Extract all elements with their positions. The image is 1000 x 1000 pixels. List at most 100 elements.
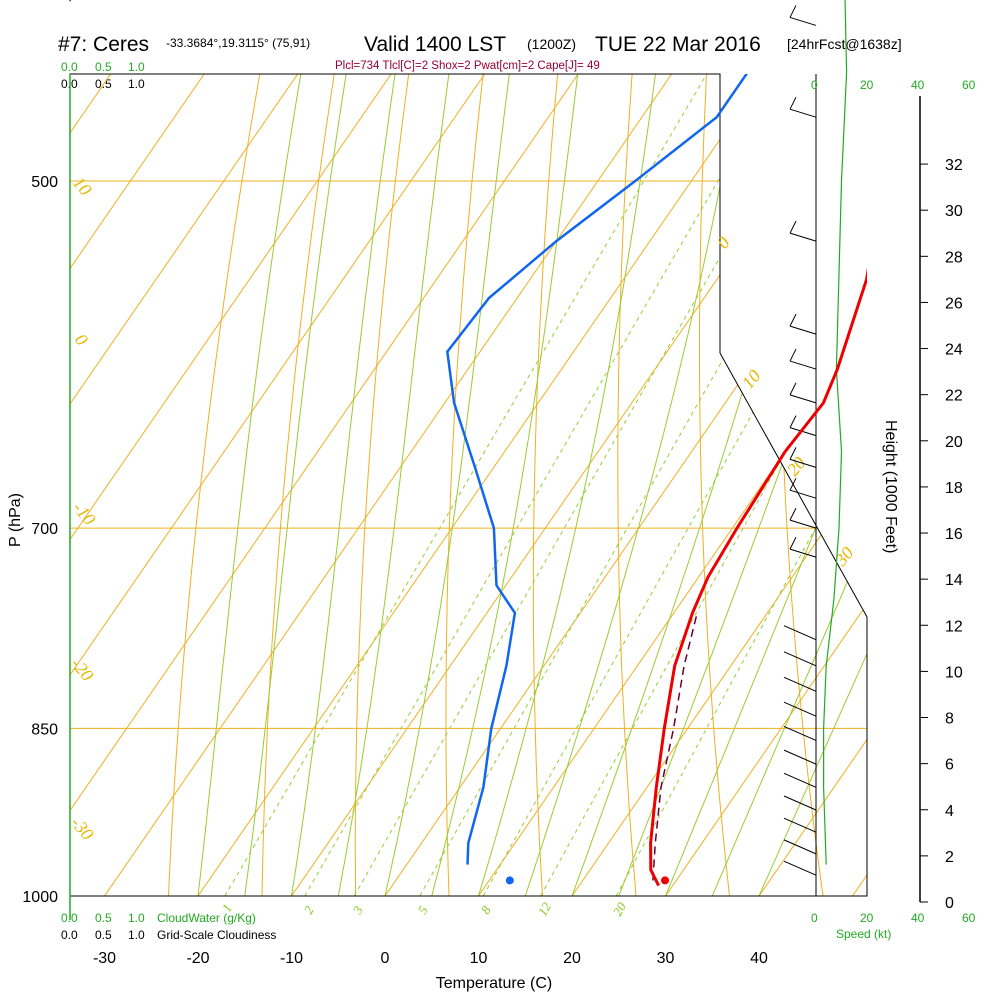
temperature-line — [649, 267, 867, 887]
station-location: -33.3684°,19.3115° (75,91) — [166, 36, 310, 50]
surface-temperature-dot — [661, 876, 670, 885]
isotherm-line — [70, 74, 867, 896]
wind-barb-staff — [789, 325, 817, 335]
wind-barb-feather — [789, 220, 797, 234]
mixing-ratio-line — [419, 74, 867, 896]
cloudwater-scale-bottom: 0.0 0.5 1.0 CloudWater (g/Kg) 0.0 0.5 1.… — [61, 911, 276, 942]
isotherm-line — [384, 74, 867, 896]
temperature-tick-label: -10 — [280, 950, 303, 967]
height-tick-label: 24 — [945, 342, 963, 359]
moist-adiabat-line — [571, 74, 867, 896]
height-tick-label: 8 — [945, 711, 954, 728]
isotherm-label: 10 — [69, 173, 96, 200]
wind-barb — [789, 5, 817, 26]
valid-date: TUE 22 Mar 2016 — [595, 33, 761, 56]
isotherm-label: 30 — [830, 543, 858, 570]
isotherm-line — [478, 74, 867, 896]
isotherm-label: 10 — [738, 366, 765, 393]
wind-barb-feather — [789, 96, 797, 110]
wind-barb-feather — [789, 507, 797, 521]
wind-barb-staff — [789, 360, 817, 370]
wind-speed-line — [823, 0, 848, 865]
dewpoint-line — [445, 74, 749, 865]
height-tick-label: 4 — [945, 803, 954, 820]
temperature-tick-label: 20 — [563, 950, 581, 967]
dry-adiabat-line — [166, 74, 453, 896]
wind-barb-staff — [789, 394, 817, 404]
temperature-tick-label: -20 — [186, 950, 209, 967]
speed-scale-top: 0 20 40 60 — [811, 78, 976, 92]
height-tick-label: 32 — [945, 157, 963, 174]
wind-barb — [783, 860, 817, 876]
wind-barb — [783, 749, 817, 765]
speed-axis-label: Speed (kt) — [836, 927, 891, 941]
wind-barb-staff — [789, 427, 817, 437]
wind-barb-staff — [789, 16, 817, 26]
cloudiness-line — [69, 0, 71, 2]
temperature-tick-label: 30 — [657, 950, 675, 967]
isotherm-line — [70, 74, 867, 896]
height-tick-label: 22 — [945, 388, 963, 405]
wind-barb-feather — [789, 536, 797, 550]
mixing-ratio-label: 3 — [349, 903, 366, 917]
height-tick-label: 2 — [945, 849, 954, 866]
speed-scale-label: 0 — [811, 911, 818, 925]
wind-barb — [783, 676, 817, 692]
cloudiness-label: Grid-Scale Cloudiness — [157, 928, 276, 942]
isotherm-label: 20 — [783, 453, 810, 480]
cloudiness-scale-label: 0.5 — [95, 928, 112, 942]
isotherm-label: 0 — [713, 233, 734, 253]
wind-barbs — [783, 5, 817, 876]
mixing-ratio-label: 12 — [535, 899, 555, 918]
isotherm-line — [665, 74, 867, 896]
wind-barb-staff — [783, 795, 817, 811]
moist-adiabat-line — [291, 74, 510, 896]
pressure-axis-label: P (hPa) — [7, 493, 24, 547]
stability-indices: Plcl=734 Tlcl[C]=2 Shox=2 Pwat[cm]=2 Cap… — [335, 60, 600, 72]
temperature-tick-label: 10 — [470, 950, 488, 967]
pressure-ticks: 2503004005007008501000 — [22, 174, 58, 906]
wind-barb-feather — [789, 447, 797, 460]
speed-scale-label: 40 — [911, 911, 925, 925]
moist-adiabat-line — [431, 74, 669, 896]
speed-scale-bottom: 0 20 40 60 — [811, 911, 976, 925]
isotherm-label: -20 — [67, 654, 98, 685]
dry-adiabat-line — [699, 74, 808, 896]
speed-scale-label: 20 — [860, 911, 874, 925]
wind-barb-staff — [783, 625, 817, 641]
cloudiness-scale-label: 1.0 — [128, 928, 145, 942]
wind-barb-staff — [789, 519, 817, 529]
height-tick-label: 30 — [945, 203, 963, 220]
wind-barb — [789, 348, 817, 370]
dry-adiabat-line — [532, 74, 690, 896]
isotherm-line — [70, 74, 503, 896]
wind-barb-staff — [783, 749, 817, 765]
moist-adiabat-line — [337, 74, 556, 896]
cloudwater-label: CloudWater (g/Kg) — [157, 911, 256, 925]
valid-zulu: (1200Z) — [527, 36, 576, 52]
dry-adiabat-line — [445, 74, 630, 896]
speed-scale-label: 20 — [860, 78, 874, 92]
cloudiness-profile — [69, 0, 71, 2]
speed-scale-label: 0 — [811, 78, 818, 92]
wind-barb — [783, 725, 817, 741]
height-tick-label: 6 — [945, 757, 954, 774]
temperature-ticks: -30 -20 -10 0 10 20 30 40 — [93, 950, 768, 967]
cloudwater-scale-top: 0.0 0.5 1.0 0.0 0.5 1.0 — [61, 60, 145, 91]
wind-barb-feather — [789, 415, 797, 428]
speed-scale-label: 60 — [962, 78, 976, 92]
wind-barb-feather — [789, 348, 797, 362]
moist-adiabat-line — [524, 74, 830, 896]
wind-barb-feather — [789, 5, 797, 18]
dry-adiabat-line — [260, 74, 512, 896]
height-tick-label: 0 — [945, 895, 954, 912]
wind-barb — [783, 772, 817, 788]
mixing-ratio-label: 20 — [610, 899, 630, 918]
height-tick-label: 18 — [945, 480, 963, 497]
wind-barb-staff — [789, 108, 817, 118]
cloud-scale-label: 0.0 — [61, 60, 78, 74]
temperature-axis-label: Temperature (C) — [436, 975, 552, 992]
cloud-scale-label: 0.0 — [61, 911, 78, 925]
moist-adiabat-line — [758, 74, 867, 896]
